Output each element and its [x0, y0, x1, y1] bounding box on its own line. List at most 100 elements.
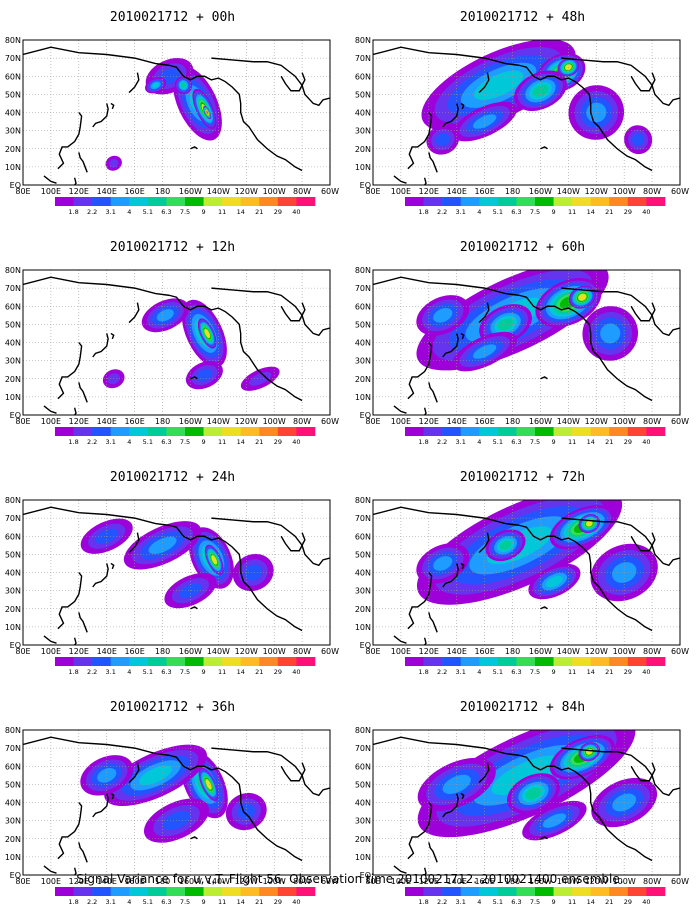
coastline	[211, 517, 330, 567]
y-tick-label: 20N	[5, 375, 21, 384]
y-tick-label: 80N	[5, 496, 21, 505]
y-tick-label: 10N	[355, 163, 371, 172]
variance-contour	[196, 368, 213, 382]
colorbar-label: 40	[292, 208, 300, 216]
variance-contour	[532, 84, 549, 97]
colorbar-label: 1.8	[68, 668, 78, 676]
x-tick-label: 180	[155, 417, 170, 426]
colorbar-label: 11	[568, 898, 576, 906]
colorbar-swatch	[516, 887, 536, 896]
x-tick-label: 120E	[419, 417, 439, 426]
coastline	[373, 276, 520, 297]
coastline	[280, 532, 306, 552]
coastline	[128, 532, 140, 554]
x-tick-label: 120E	[419, 187, 439, 196]
coastline	[414, 867, 427, 875]
coastline	[92, 563, 109, 588]
colorbar-label: 14	[237, 668, 245, 676]
y-tick-label: 30N	[355, 357, 371, 366]
colorbar-label: 3.1	[456, 898, 466, 906]
variance-map: 80E 100E 120E 140E 160E 180 160W 140W 120W 100W 80…	[5, 496, 339, 676]
coastline	[57, 572, 83, 630]
variance-map: 80E 100E 120E 140E 160E 180 160W 140W 120W 100W 80…	[355, 36, 689, 216]
colorbar-label: 5.1	[143, 898, 153, 906]
coastline	[190, 376, 198, 380]
colorbar-label: 21	[255, 898, 263, 906]
y-tick-label: EQ	[10, 871, 21, 880]
colorbar-swatch	[185, 197, 204, 206]
y-tick-label: 70N	[355, 744, 371, 753]
y-tick-label: 70N	[355, 514, 371, 523]
coastline	[540, 146, 548, 150]
coastline	[92, 333, 109, 358]
coastline	[128, 72, 140, 94]
coastline	[561, 517, 680, 567]
coastline	[442, 103, 459, 128]
y-tick-label: 50N	[5, 780, 21, 789]
colorbar-label: 2.2	[87, 208, 97, 216]
variance-map: 80E 100E 120E 140E 160E 180 160W 140W 120W 100W 80…	[5, 36, 339, 216]
y-tick-label: EQ	[360, 641, 371, 650]
colorbar-label: 2.2	[437, 668, 447, 676]
colorbar-swatch	[572, 887, 592, 896]
colorbar-swatch	[553, 427, 573, 436]
colorbar-swatch	[55, 197, 74, 206]
coastline	[393, 405, 407, 414]
coastline	[57, 112, 83, 170]
x-tick-label: 180	[505, 647, 520, 656]
x-tick-label: 100W	[613, 187, 636, 196]
panel-title: 2010021712 + 24h	[109, 470, 236, 485]
colorbar-label: 5.1	[493, 898, 503, 906]
colorbar-label: 4	[477, 668, 481, 676]
variance-contour	[211, 556, 217, 564]
colorbar-swatch	[240, 657, 260, 666]
panel-title: 2010021712 + 72h	[459, 470, 586, 485]
x-tick-label: 180	[505, 877, 520, 886]
colorbar-label: 9	[552, 898, 556, 906]
coastline	[78, 612, 88, 633]
colorbar-label: 4	[127, 898, 131, 906]
colorbar-swatch	[185, 427, 204, 436]
colorbar-label: 29	[624, 438, 632, 446]
colorbar-swatch	[442, 887, 462, 896]
y-tick-label: 70N	[5, 284, 21, 293]
variance-contour	[632, 133, 645, 146]
coastline	[414, 637, 427, 645]
y-tick-label: 70N	[5, 54, 21, 63]
y-tick-label: 30N	[5, 817, 21, 826]
colorbar-swatch	[129, 427, 149, 436]
x-tick-label: 140E	[447, 647, 467, 656]
y-tick-label: 50N	[355, 90, 371, 99]
coastline	[64, 407, 77, 415]
colorbar-label: 1.8	[68, 438, 78, 446]
coastline	[23, 736, 170, 757]
variance-contour	[435, 133, 450, 147]
x-tick-label: 80W	[643, 187, 661, 196]
coastline	[407, 342, 433, 400]
colorbar-label: 29	[274, 898, 282, 906]
colorbar-label: 6.3	[161, 208, 171, 216]
coastline	[561, 287, 680, 337]
x-tick-label: 120W	[235, 877, 258, 886]
colorbar-swatch	[166, 197, 186, 206]
y-tick-label: 20N	[5, 605, 21, 614]
colorbar-swatch	[590, 197, 610, 206]
coastline	[57, 802, 83, 860]
coastline	[561, 57, 680, 107]
colorbar-swatch	[203, 197, 223, 206]
colorbar-swatch	[296, 657, 316, 666]
colorbar-label: 3.1	[106, 438, 116, 446]
x-tick-label: 160W	[529, 647, 552, 656]
colorbar-label: 3.1	[456, 668, 466, 676]
variance-contour	[206, 111, 209, 114]
colorbar-swatch	[129, 657, 149, 666]
y-tick-label: 80N	[5, 36, 21, 45]
colorbar-swatch	[147, 657, 167, 666]
y-tick-label: 30N	[355, 817, 371, 826]
coastline	[92, 103, 109, 128]
coastline	[23, 506, 170, 527]
x-tick-label: 160W	[529, 187, 552, 196]
colorbar-label: 40	[292, 438, 300, 446]
colorbar-label: 1.8	[68, 208, 78, 216]
colorbar-swatch	[296, 887, 316, 896]
